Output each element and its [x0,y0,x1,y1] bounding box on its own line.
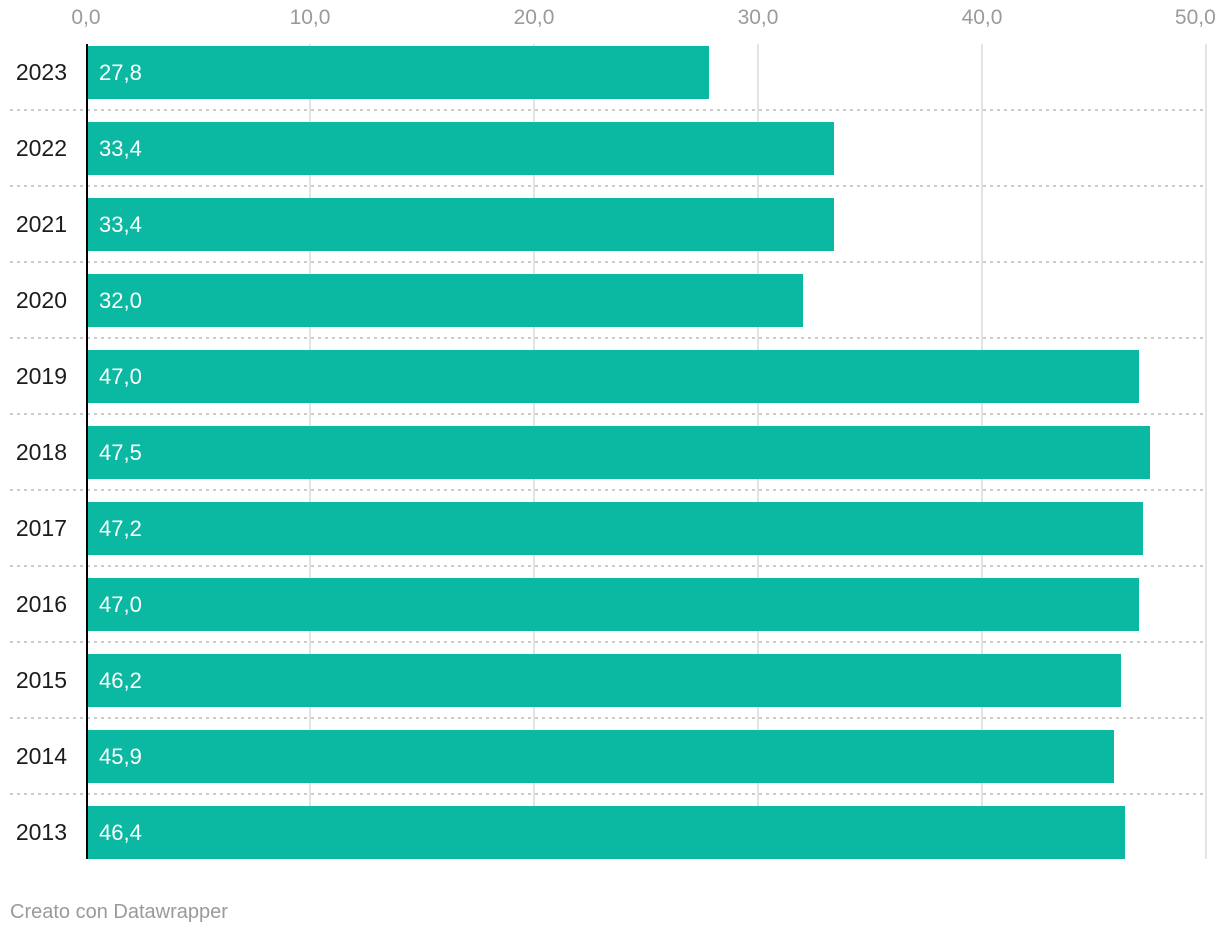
bar-2015[interactable]: 46,2 [88,653,1121,707]
x-tick-label: 50,0 [1174,6,1216,29]
x-tick-label: 30,0 [737,6,779,29]
x-tick-label: 20,0 [513,6,555,29]
row-separator [10,109,1207,112]
bar-value-label: 46,4 [99,819,142,845]
bar-value-label: 47,2 [99,515,142,541]
bar-2016[interactable]: 47,0 [88,577,1139,631]
category-label: 2013 [15,819,67,845]
y-axis-line [86,44,88,859]
bar-2017[interactable]: 47,2 [88,501,1144,555]
bar-value-label: 33,4 [99,211,142,237]
bar-value-label: 45,9 [99,743,142,769]
bar-2019[interactable]: 47,0 [88,349,1139,403]
row-separator [10,793,1207,796]
category-label: 2019 [15,363,67,389]
category-label: 2022 [15,135,67,161]
category-label: 2020 [15,287,67,313]
category-label: 2023 [15,59,67,85]
bar-value-label: 47,5 [99,439,142,465]
bar-2022[interactable]: 33,4 [88,121,835,175]
bar-value-label: 32,0 [99,287,142,313]
bar-2013[interactable]: 46,4 [88,805,1126,859]
row-separator [10,413,1207,416]
row-separator [10,717,1207,720]
bar-2018[interactable]: 47,5 [88,425,1150,479]
chart-credit: Creato con Datawrapper [10,901,228,923]
bar-value-label: 27,8 [99,59,142,85]
bar-value-label: 47,0 [99,591,142,617]
x-tick-label: 40,0 [961,6,1003,29]
x-gridline [1205,44,1207,859]
bar-2014[interactable]: 45,9 [88,729,1115,783]
bar-2020[interactable]: 32,0 [88,273,803,327]
bar-value-label: 33,4 [99,135,142,161]
row-separator [10,641,1207,644]
category-label: 2017 [15,515,67,541]
category-label: 2018 [15,439,67,465]
category-label: 2015 [15,667,67,693]
bar-value-label: 46,2 [99,667,142,693]
bar-2023[interactable]: 27,8 [88,45,709,99]
bar-2021[interactable]: 33,4 [88,197,835,251]
category-label: 2021 [15,211,67,237]
category-label: 2016 [15,591,67,617]
bar-value-label: 47,0 [99,363,142,389]
row-separator [10,185,1207,188]
x-tick-label: 10,0 [289,6,331,29]
row-separator [10,337,1207,340]
row-separator [10,261,1207,264]
row-separator [10,489,1207,492]
x-tick-label: 0,0 [71,6,101,29]
row-separator [10,565,1207,568]
category-label: 2014 [15,743,67,769]
